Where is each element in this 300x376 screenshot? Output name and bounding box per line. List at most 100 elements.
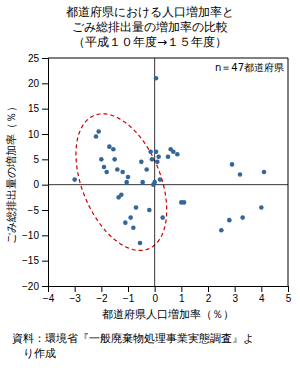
y-tick-mark bbox=[42, 58, 48, 59]
y-tick: −15 bbox=[22, 255, 48, 266]
y-tick: 10 bbox=[28, 129, 48, 140]
x-tick-label: −2 bbox=[96, 293, 108, 304]
y-tick-label: 20 bbox=[28, 78, 40, 89]
x-tick: 0 bbox=[152, 286, 158, 304]
y-tick-mark bbox=[42, 159, 48, 160]
x-tick-mark bbox=[235, 286, 236, 292]
x-tick-label: 5 bbox=[286, 293, 292, 304]
point bbox=[139, 160, 144, 165]
x-tick-mark bbox=[128, 286, 129, 292]
point bbox=[120, 170, 125, 175]
point bbox=[144, 167, 149, 172]
y-tick-mark bbox=[42, 261, 48, 262]
y-tick-mark bbox=[42, 286, 48, 287]
x-tick-mark bbox=[155, 286, 156, 292]
zero-line-v bbox=[154, 58, 155, 286]
point bbox=[131, 225, 136, 230]
y-tick-mark bbox=[42, 210, 48, 211]
y-tick-label: 25 bbox=[28, 53, 40, 64]
title: 都道府県における人口増加率と bbox=[66, 5, 234, 19]
x-tick: −3 bbox=[69, 286, 81, 304]
point bbox=[111, 147, 116, 152]
point bbox=[160, 215, 165, 220]
y-tick-label: 5 bbox=[33, 154, 39, 165]
point bbox=[96, 129, 101, 134]
x-tick-label: −3 bbox=[69, 293, 81, 304]
x-tick: −1 bbox=[123, 286, 135, 304]
x-tick-mark bbox=[261, 286, 262, 292]
x-tick-label: −4 bbox=[43, 293, 55, 304]
point bbox=[134, 205, 139, 210]
x-tick-label: 1 bbox=[179, 293, 185, 304]
x-tick-label: −1 bbox=[123, 293, 135, 304]
ellipse bbox=[76, 114, 167, 251]
x-axis-title: 都道府県人口増加率（％） bbox=[102, 308, 234, 321]
x-tick-mark bbox=[288, 286, 289, 292]
point bbox=[152, 180, 157, 185]
y-tick-mark bbox=[42, 83, 48, 84]
x-axis: −4 −3 −2 −1 0 1 2 3 4 5 bbox=[43, 286, 292, 304]
x-tick-label: 2 bbox=[206, 293, 212, 304]
point bbox=[238, 172, 243, 177]
y-tick-label: 15 bbox=[28, 103, 40, 114]
point bbox=[166, 155, 171, 160]
x-tick-mark bbox=[208, 286, 209, 292]
plot: −4−3−2−1012345−20−15−10−50510152025n＝47都… bbox=[22, 53, 292, 304]
y-tick: 20 bbox=[28, 78, 48, 89]
point bbox=[126, 175, 131, 180]
y-tick-label: −10 bbox=[22, 230, 39, 241]
y-tick: −5 bbox=[28, 205, 48, 216]
x-tick: 4 bbox=[259, 286, 265, 304]
frame-top bbox=[48, 58, 288, 59]
marks bbox=[48, 58, 288, 286]
point bbox=[99, 157, 104, 162]
y-tick-mark bbox=[42, 134, 48, 135]
title: （平成１０年度→１５年度） bbox=[73, 35, 227, 49]
x-tick: 1 bbox=[179, 286, 185, 304]
x-tick: −4 bbox=[43, 286, 55, 304]
point bbox=[227, 218, 232, 223]
x-tick-label: 0 bbox=[152, 293, 158, 304]
y-axis: −20 −15 −10 −5 0 5 10 15 20 25 bbox=[22, 53, 48, 292]
x-tick-mark bbox=[101, 286, 102, 292]
source: 資料：環境省『一般廃棄物処理事業実態調査』よ bbox=[12, 332, 254, 345]
point bbox=[154, 76, 159, 81]
y-tick-label: −5 bbox=[28, 205, 40, 216]
y-axis-line bbox=[42, 59, 49, 287]
y-tick: 5 bbox=[33, 154, 48, 165]
point bbox=[150, 157, 155, 162]
point bbox=[140, 180, 145, 185]
point bbox=[175, 152, 180, 157]
y-tick-mark bbox=[42, 185, 48, 186]
y-tick: −10 bbox=[22, 230, 48, 241]
point bbox=[119, 193, 124, 198]
y-tick-label: −20 bbox=[22, 281, 39, 292]
y-tick-mark bbox=[42, 235, 48, 236]
point bbox=[171, 149, 176, 154]
zero-line-h bbox=[48, 184, 288, 185]
y-tick-label: 0 bbox=[33, 179, 39, 190]
title: ごみ総排出量の増加率の比較 bbox=[72, 20, 228, 34]
point bbox=[156, 155, 161, 160]
point bbox=[182, 200, 187, 205]
frame-right bbox=[288, 58, 289, 286]
point bbox=[107, 144, 112, 149]
x-tick: 5 bbox=[286, 286, 292, 304]
point bbox=[123, 220, 128, 225]
point bbox=[230, 162, 235, 167]
y-tick: 25 bbox=[28, 53, 48, 64]
point bbox=[154, 149, 159, 154]
point bbox=[148, 149, 153, 154]
point bbox=[94, 134, 99, 139]
y-tick-mark bbox=[42, 109, 48, 110]
x-tick: 3 bbox=[232, 286, 238, 304]
x-axis-line bbox=[49, 287, 289, 293]
y-axis-title: ごみ総排出量の増加率（％） bbox=[5, 101, 17, 244]
point bbox=[219, 228, 224, 233]
y-tick: 0 bbox=[33, 179, 48, 190]
x-tick-label: 3 bbox=[232, 293, 238, 304]
y-tick: −20 bbox=[22, 281, 48, 292]
point bbox=[259, 205, 264, 210]
point bbox=[147, 208, 152, 213]
point bbox=[262, 170, 267, 175]
